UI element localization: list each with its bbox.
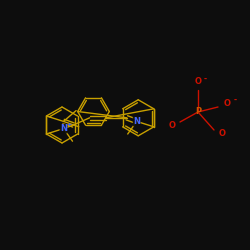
Text: N: N <box>60 124 67 133</box>
Text: P: P <box>195 108 201 116</box>
Text: +: + <box>66 122 71 127</box>
Text: O: O <box>224 100 230 108</box>
Text: O: O <box>168 122 175 130</box>
Text: O: O <box>194 78 202 86</box>
Text: -: - <box>204 74 206 84</box>
Text: O: O <box>218 130 226 138</box>
Text: N: N <box>133 117 140 126</box>
Text: -: - <box>234 96 236 104</box>
